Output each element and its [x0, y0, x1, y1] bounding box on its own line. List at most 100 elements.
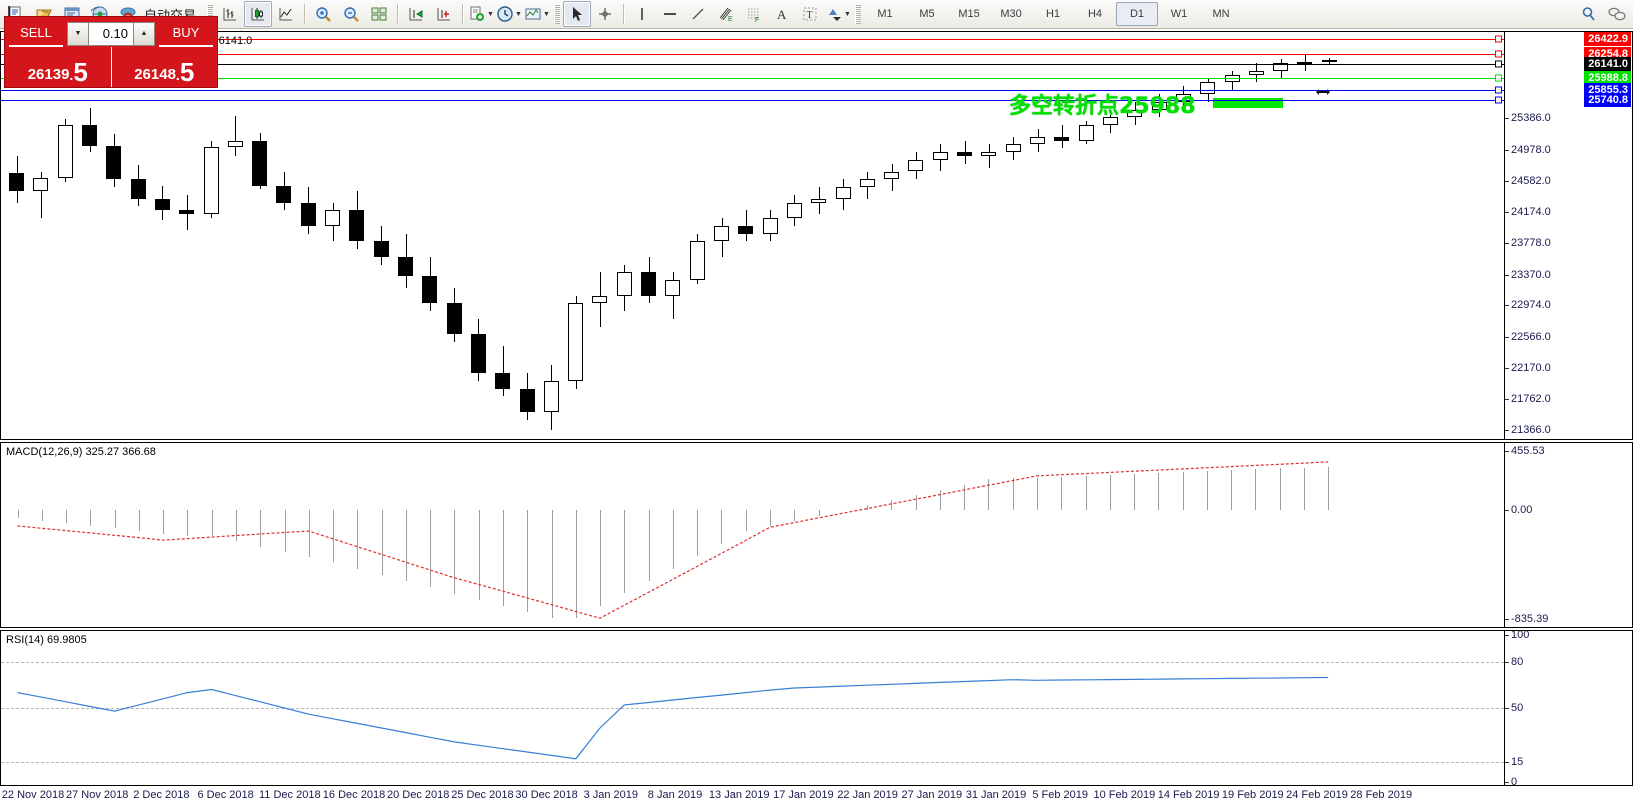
macd-axis-tick: -835.39 — [1504, 612, 1549, 625]
toolbar-grip-3[interactable] — [855, 4, 862, 24]
arrows-icon[interactable]: ▼ — [824, 1, 852, 27]
timeframe-w1[interactable]: W1 — [1170, 8, 1188, 20]
price-axis-tick: 24978.0 — [1505, 144, 1551, 156]
price-level-handle[interactable] — [1495, 50, 1502, 58]
price-level-handle[interactable] — [1495, 35, 1502, 43]
chevron-down-icon-4[interactable]: ▼ — [844, 10, 851, 18]
chevron-down-icon[interactable]: ▼ — [487, 10, 494, 18]
buy-price-dot: . — [175, 67, 180, 83]
zoom-out-icon[interactable] — [337, 1, 365, 27]
candle-body — [714, 225, 730, 242]
trendline-icon[interactable] — [684, 1, 712, 27]
fibonacci-retracement-icon[interactable]: F — [740, 1, 768, 27]
timeframe-m5[interactable]: M5 — [919, 8, 935, 20]
folder-icon[interactable] — [30, 1, 58, 27]
toolbar-grip[interactable] — [207, 4, 214, 24]
timeframe-m1[interactable]: M1 — [877, 8, 893, 20]
macd-signal-line — [17, 461, 1329, 619]
time-axis[interactable]: 22 Nov 2018 27 Nov 2018 2 Dec 2018 6 Dec 20… — [0, 787, 1633, 807]
rsi-gridline — [1, 708, 1504, 709]
macd-histogram-bar — [1085, 475, 1087, 511]
chevron-down-icon-3[interactable]: ▼ — [543, 10, 550, 18]
vertical-line-icon[interactable] — [628, 1, 656, 27]
one-click-trading-panel[interactable]: SELL ▼ 0.10 ▲ BUY 26139 . 5 26148 . 5 — [4, 16, 218, 88]
candle-body — [130, 179, 146, 199]
price-level-handle[interactable] — [1495, 60, 1502, 68]
tile-windows-icon[interactable] — [365, 1, 393, 27]
volume-input[interactable]: 0.10 — [89, 21, 133, 46]
candle-wick — [1061, 125, 1063, 149]
timeframe-m15[interactable]: M15 — [958, 8, 980, 20]
templates-icon[interactable]: ▼ — [523, 1, 551, 27]
timeframe-d1[interactable]: D1 — [1116, 2, 1159, 26]
timeframe-mn[interactable]: MN — [1212, 8, 1230, 20]
candle-body — [373, 241, 389, 257]
toolbar-grip-2[interactable] — [554, 4, 561, 24]
trade-panel-prices: 26139 . 5 26148 . 5 — [5, 47, 217, 87]
chat-icon[interactable] — [1603, 1, 1631, 27]
volume-increase-icon[interactable]: ▲ — [133, 21, 155, 46]
macd-axis[interactable]: 455.53 0.00 -835.39 — [1504, 443, 1632, 627]
bar-chart-icon[interactable] — [216, 1, 244, 27]
rsi-plot[interactable] — [1, 631, 1504, 785]
price-plot[interactable]: 多空转折点25988 — [1, 32, 1504, 439]
price-level-tag[interactable]: 26422.9 — [1584, 32, 1631, 46]
candle-body — [616, 272, 632, 296]
price-axis[interactable]: 25386.0 24978.0 24582.0 24174.0 23778.0 23370… — [1504, 32, 1632, 439]
indicators-icon[interactable]: ▼ — [467, 1, 495, 27]
auto-scroll-icon[interactable] — [402, 1, 430, 27]
period-clock-icon[interactable]: ▼ — [495, 1, 523, 27]
chart-annotation-label[interactable]: 多空转折点25988 — [1009, 94, 1196, 119]
price-level-handle[interactable] — [1495, 74, 1502, 82]
sell-price[interactable]: 26139 . 5 — [5, 47, 112, 87]
candle-body — [470, 334, 486, 374]
line-chart-icon[interactable] — [272, 1, 300, 27]
buy-button[interactable]: BUY — [159, 20, 213, 47]
macd-histogram-bar — [1304, 467, 1305, 511]
rsi-gridline — [1, 761, 1504, 763]
price-level-line — [1, 90, 1504, 91]
text-object-icon[interactable]: T — [796, 1, 824, 27]
cursor-icon[interactable] — [563, 1, 592, 27]
timeframe-m30[interactable]: M30 — [1000, 8, 1022, 20]
macd-histogram-bar — [1328, 466, 1330, 511]
candle-body — [57, 125, 73, 178]
macd-histogram-bar — [405, 510, 407, 582]
timeframe-h1[interactable]: H1 — [1045, 8, 1061, 20]
horizontal-line-icon[interactable] — [656, 1, 684, 27]
time-axis-tick: 28 Feb 2019 — [1350, 789, 1413, 801]
macd-pane[interactable]: MACD(12,26,9) 325.27 366.68 455.53 0.00 -8… — [0, 442, 1633, 628]
buy-price[interactable]: 26148 . 5 — [112, 47, 218, 87]
price-level-tag[interactable]: 25988.8 — [1584, 71, 1631, 85]
rsi-axis[interactable]: 100 80 50 15 0 — [1504, 629, 1632, 788]
price-level-handle[interactable] — [1495, 86, 1502, 94]
price-level-handle[interactable] — [1495, 96, 1502, 104]
sell-button[interactable]: SELL — [9, 20, 63, 47]
price-level-tag[interactable]: 25740.8 — [1584, 93, 1631, 107]
price-axis-tick: 22566.0 — [1505, 331, 1551, 343]
search-icon[interactable] — [1575, 1, 1603, 27]
macd-axis-tick: 0.00 — [1504, 504, 1533, 517]
equidistant-channel-icon[interactable]: E — [712, 1, 740, 27]
candle-body — [252, 140, 268, 186]
candle-body — [981, 152, 997, 157]
zoom-in-icon[interactable] — [309, 1, 337, 27]
chart-area[interactable]: DJ30-,Daily 26112.0 26165.0 26091.0 2614… — [0, 29, 1633, 807]
macd-histogram-bar — [17, 510, 19, 519]
crosshair-icon[interactable] — [591, 1, 619, 27]
chevron-down-icon-2[interactable]: ▼ — [515, 10, 522, 18]
price-level-tag[interactable]: 26141.0 — [1584, 57, 1631, 71]
toolbar-separator — [304, 4, 306, 24]
svg-text:A: A — [777, 7, 787, 22]
rsi-pane[interactable]: RSI(14) 69.9805 100 80 50 15 0 — [0, 629, 1633, 788]
candlestick-chart-icon[interactable] — [244, 1, 273, 27]
time-axis-tick: 16 Dec 2018 — [322, 789, 386, 801]
volume-stepper[interactable]: ▼ 0.10 ▲ — [67, 21, 155, 46]
chart-shift-icon[interactable] — [430, 1, 458, 27]
price-pane[interactable]: DJ30-,Daily 26112.0 26165.0 26091.0 2614… — [0, 31, 1633, 440]
macd-plot[interactable] — [1, 443, 1504, 627]
timeframe-h4[interactable]: H4 — [1087, 8, 1103, 20]
toolbar-separator-3 — [462, 4, 464, 24]
volume-dropdown-icon[interactable]: ▼ — [67, 21, 89, 46]
text-label-icon[interactable]: A — [768, 1, 796, 27]
